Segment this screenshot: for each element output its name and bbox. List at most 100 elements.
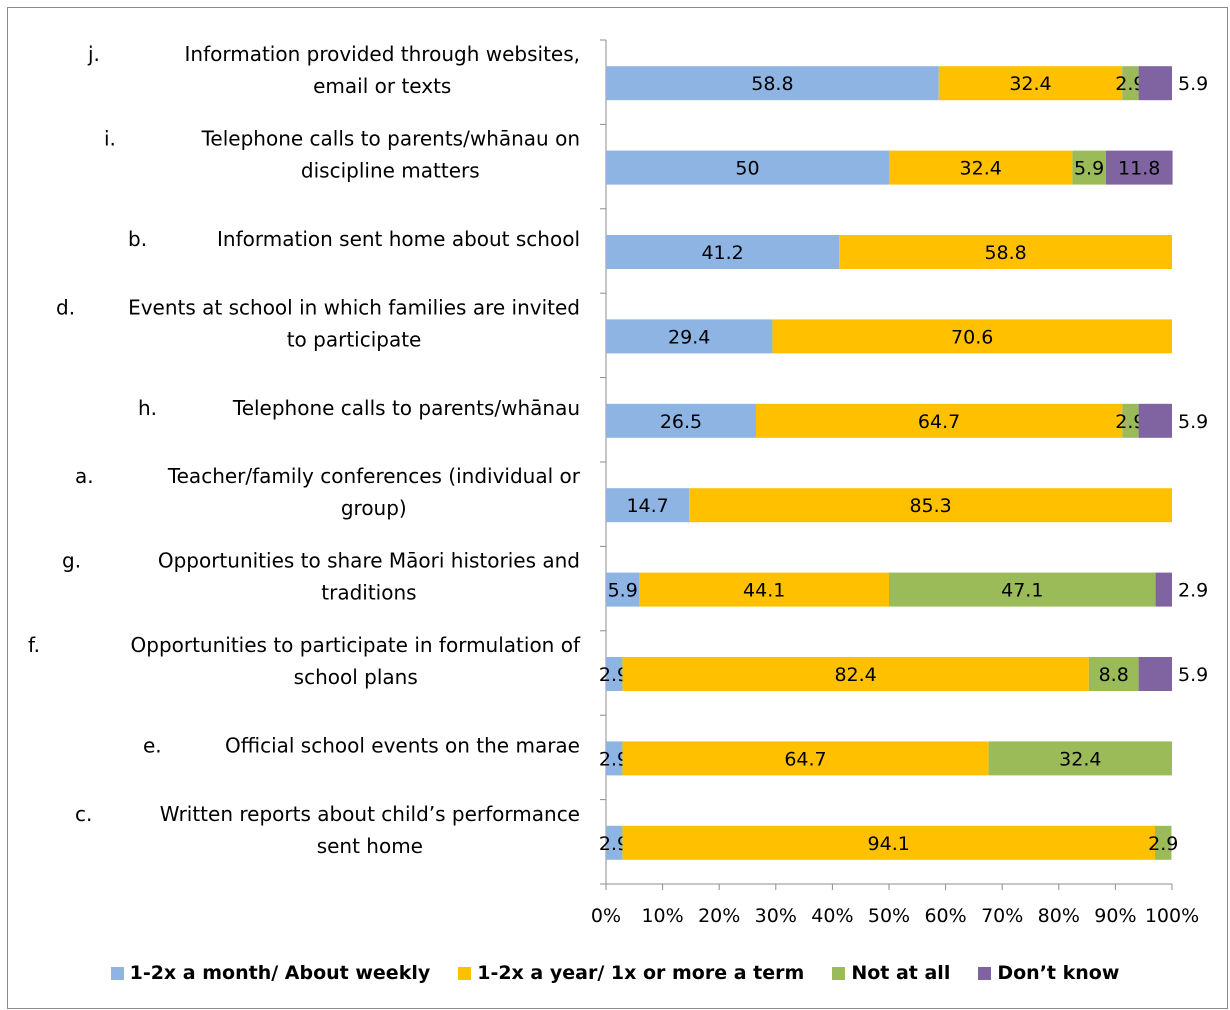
x-tick-label: 40% <box>811 905 853 927</box>
data-label: 64.7 <box>784 748 826 770</box>
bar-segment <box>1155 825 1172 860</box>
category-label-line: sent home <box>317 834 423 858</box>
category-label-line: Official school events on the marae <box>225 733 580 757</box>
category-letter: c. <box>75 802 92 826</box>
legend-swatch <box>978 966 992 980</box>
legend-item: Don’t know <box>978 962 1119 984</box>
category-label-line: discipline matters <box>301 159 480 183</box>
bar-segment <box>622 825 1156 860</box>
x-tick-label: 80% <box>1038 905 1080 927</box>
category-label-line: Written reports about child’s performanc… <box>160 802 580 826</box>
data-label: 58.8 <box>751 73 793 95</box>
legend-label: 1-2x a month/ About weekly <box>129 962 431 984</box>
x-tick-label: 70% <box>981 905 1023 927</box>
category-label-line: email or texts <box>313 74 451 98</box>
category-label-line: Opportunities to participate in formulat… <box>131 633 581 657</box>
category-letter: f. <box>28 633 40 657</box>
chart-legend: 1-2x a month/ About weekly 1-2x a year/ 1… <box>0 958 1230 988</box>
category-letter: e. <box>143 733 162 757</box>
category-letter: b. <box>128 227 147 251</box>
bar-segment <box>606 657 623 691</box>
bar-segment <box>606 150 889 185</box>
data-label: 5.9 <box>1178 664 1208 686</box>
data-label: 2.9 <box>1148 833 1178 855</box>
category-label-line: Telephone calls to parents/whānau on <box>201 127 580 151</box>
category-label-line: Information sent home about school <box>217 227 580 251</box>
bar-segment <box>1088 657 1139 691</box>
bar-segment <box>606 66 939 101</box>
bar-segment <box>938 66 1123 101</box>
category-label-line: Teacher/family conferences (individual o… <box>167 464 581 488</box>
category-label-line: group) <box>341 496 407 520</box>
bar-segment <box>606 403 756 438</box>
data-label: 94.1 <box>868 833 910 855</box>
legend-label: 1-2x a year/ 1x or more a term <box>477 962 805 984</box>
data-label: 44.1 <box>743 580 785 602</box>
category-label-line: school plans <box>294 665 418 689</box>
legend-swatch <box>110 966 124 980</box>
bar-segment <box>606 235 840 269</box>
data-label: 50 <box>735 158 759 180</box>
bar-segment <box>772 319 1172 354</box>
bar-segment <box>1155 572 1172 607</box>
bar-segment <box>1072 150 1106 185</box>
data-label: 47.1 <box>1001 580 1043 602</box>
bar-segment <box>606 572 640 607</box>
x-tick-label: 50% <box>868 905 910 927</box>
category-letter: i. <box>104 127 116 151</box>
category-letter: a. <box>75 464 94 488</box>
category-label-line: Telephone calls to parents/whānau <box>232 396 580 420</box>
bar-segment <box>606 741 623 776</box>
x-tick-label: 60% <box>924 905 966 927</box>
bar-segment <box>606 488 690 523</box>
bar-segment <box>1138 403 1172 438</box>
data-label: 8.8 <box>1099 664 1129 686</box>
bar-segment <box>689 488 1172 523</box>
x-tick-label: 0% <box>591 905 621 927</box>
bar-segment <box>889 150 1073 185</box>
category-letter: j. <box>87 42 100 66</box>
bar-segment <box>606 825 623 860</box>
category-label-line: Events at school in which families are i… <box>128 295 580 319</box>
x-tick-label: 10% <box>641 905 683 927</box>
bar-segment <box>755 403 1123 438</box>
legend-item: 1-2x a month/ About weekly <box>110 962 431 984</box>
data-label: 2.9 <box>599 664 629 686</box>
bar-segment <box>889 572 1156 607</box>
data-label: 2.9 <box>599 833 629 855</box>
data-label: 2.9 <box>599 748 629 770</box>
data-label: 70.6 <box>951 326 993 348</box>
bar-segment <box>1122 66 1139 101</box>
category-label-line: to participate <box>287 327 422 351</box>
bar-segment <box>839 235 1172 269</box>
data-label: 2.9 <box>1115 73 1145 95</box>
category-label-line: Information provided through websites, <box>185 42 581 66</box>
legend-label: Not at all <box>851 962 951 984</box>
bar-segment <box>1105 150 1173 185</box>
category-label-line: Opportunities to share Māori histories a… <box>158 549 580 573</box>
data-label: 64.7 <box>918 411 960 433</box>
data-label: 32.4 <box>1009 73 1051 95</box>
x-tick-label: 30% <box>755 905 797 927</box>
data-label: 5.9 <box>1074 158 1104 180</box>
legend-item: 1-2x a year/ 1x or more a term <box>458 962 804 984</box>
data-label: 2.9 <box>1178 580 1208 602</box>
bar-segment <box>1138 657 1172 691</box>
data-label: 11.8 <box>1118 158 1160 180</box>
bar-segment <box>606 319 773 354</box>
legend-swatch <box>832 966 846 980</box>
bar-segment <box>639 572 889 607</box>
data-label: 5.9 <box>608 580 638 602</box>
x-tick-label: 90% <box>1094 905 1136 927</box>
data-label: 26.5 <box>660 411 702 433</box>
x-tick-label: 100% <box>1145 905 1199 927</box>
category-letter: d. <box>56 295 75 319</box>
data-label: 85.3 <box>909 495 951 517</box>
bar-segment <box>988 741 1172 776</box>
data-label: 41.2 <box>701 242 743 264</box>
data-label: 5.9 <box>1178 411 1208 433</box>
bar-segment <box>1138 66 1172 101</box>
data-label: 82.4 <box>834 664 876 686</box>
data-label: 14.7 <box>626 495 668 517</box>
